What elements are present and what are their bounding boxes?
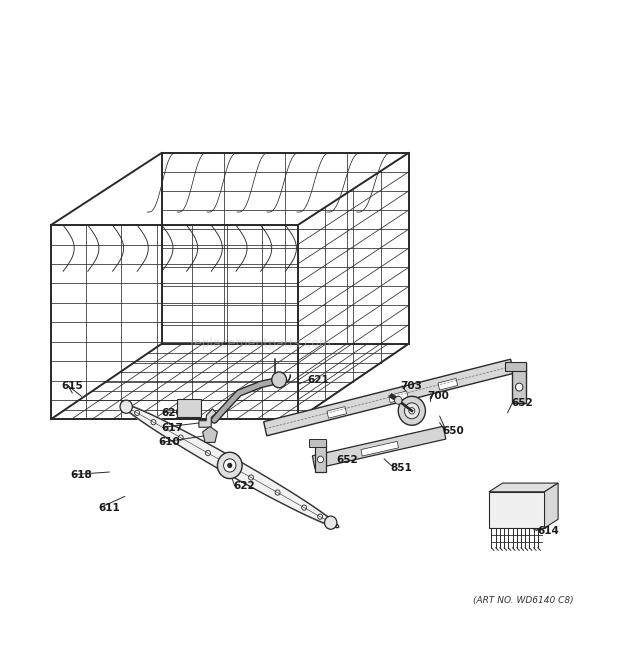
Polygon shape [199,408,216,427]
Text: 851: 851 [390,463,412,473]
Polygon shape [544,483,558,528]
Circle shape [228,463,232,467]
Polygon shape [489,483,558,492]
Circle shape [398,397,425,425]
Polygon shape [121,403,339,527]
FancyBboxPatch shape [309,439,326,447]
Circle shape [324,516,337,529]
Polygon shape [361,442,399,456]
Text: 652: 652 [512,398,533,408]
Circle shape [394,397,402,405]
FancyBboxPatch shape [177,399,201,417]
Polygon shape [489,492,544,528]
Circle shape [224,459,236,472]
Polygon shape [123,405,336,526]
Text: 622: 622 [234,481,255,492]
Text: 650: 650 [443,426,464,436]
Polygon shape [327,407,347,418]
Polygon shape [203,426,218,442]
FancyBboxPatch shape [505,362,526,371]
Text: replacementparts.com: replacementparts.com [190,337,332,350]
Circle shape [317,456,324,463]
Text: 614: 614 [537,526,559,536]
Circle shape [516,383,523,391]
Circle shape [120,400,133,413]
Circle shape [218,452,242,479]
Text: 611: 611 [99,503,120,513]
Polygon shape [264,359,514,436]
Text: 618: 618 [71,471,92,481]
Polygon shape [438,379,458,390]
FancyBboxPatch shape [513,364,526,403]
Text: 620: 620 [162,408,184,418]
Text: 610: 610 [159,438,180,447]
Polygon shape [389,391,408,403]
Text: 615: 615 [61,381,83,391]
Text: 652: 652 [337,455,358,465]
Circle shape [272,372,286,388]
Polygon shape [312,426,446,469]
Text: 700: 700 [427,391,449,401]
Text: (ART NO. WD6140 C8): (ART NO. WD6140 C8) [472,596,574,605]
Circle shape [404,403,419,419]
Circle shape [409,408,415,414]
Text: 703: 703 [401,381,423,391]
FancyBboxPatch shape [315,440,326,472]
Text: 621: 621 [307,375,329,385]
Text: 617: 617 [161,423,183,433]
